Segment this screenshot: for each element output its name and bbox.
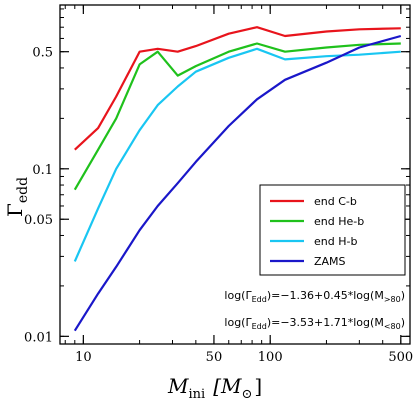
series-lines [73,26,402,332]
y-tick-labels: 0.01 0.05 0.1 0.5 [24,46,53,346]
annotations: log(ΓEdd)=−1.36+0.45*log(M>80)log(ΓEdd)=… [224,289,405,331]
legend-label: end H-b [314,235,357,248]
x-tick-label: 100 [258,350,283,365]
x-tick-label: 10 [75,350,92,365]
annotation-part: Edd [252,322,267,331]
x-axis-title-sub: ini [188,387,205,401]
series-line-end-h-b [73,47,401,262]
series-line-end-he-b [73,42,401,191]
series-line-end-c-b [74,26,401,151]
x-tick-label: 500 [388,350,413,365]
annotation-part: ) [401,316,405,329]
legend-label: end C-b [314,195,357,208]
y-axis-title: Γedd [3,177,31,217]
x-tick-label: 50 [206,350,223,365]
legend-label: end He-b [314,215,364,228]
series-line-zams [73,34,402,332]
x-axis-title-unit-close: ] [254,374,262,398]
annotation-part: Edd [252,295,267,304]
legend-label: ZAMS [314,255,346,268]
x-tick-labels: 10 50 100 500 [75,350,413,365]
major-ticks [60,5,410,344]
annotation-part: ) [401,289,405,302]
annotation-part: <80 [384,322,401,331]
x-axis-title: Mini [M⊙] [167,374,262,401]
annotation-part: log(Γ [224,289,252,302]
annotation-part: )=−3.53+1.71*log(M [267,316,384,329]
x-axis-title-main: M [167,374,189,398]
annotation-part: )=−1.36+0.45*log(M [267,289,384,302]
x-axis-title-unit-sub: ⊙ [241,387,252,401]
annotation-fit-high: log(ΓEdd)=−1.36+0.45*log(M>80) [224,289,405,304]
legend-items: end C-b end He-b end H-b ZAMS [270,195,364,268]
legend: end C-b end He-b end H-b ZAMS [259,184,406,276]
y-tick-label: 0.01 [24,330,53,345]
annotation-fit-low: log(ΓEdd)=−3.53+1.71*log(M<80) [224,316,405,331]
plot-frame [59,4,411,345]
x-axis-title-unit-open: [M [213,374,242,398]
y-axis-title-main: Γ [3,203,27,217]
annotation-part: >80 [384,295,401,304]
y-axis-title-sub: edd [15,177,31,203]
y-tick-label: 0.5 [32,46,53,61]
y-tick-label: 0.05 [24,213,53,228]
annotation-part: log(Γ [224,316,252,329]
y-tick-label: 0.1 [32,163,53,178]
